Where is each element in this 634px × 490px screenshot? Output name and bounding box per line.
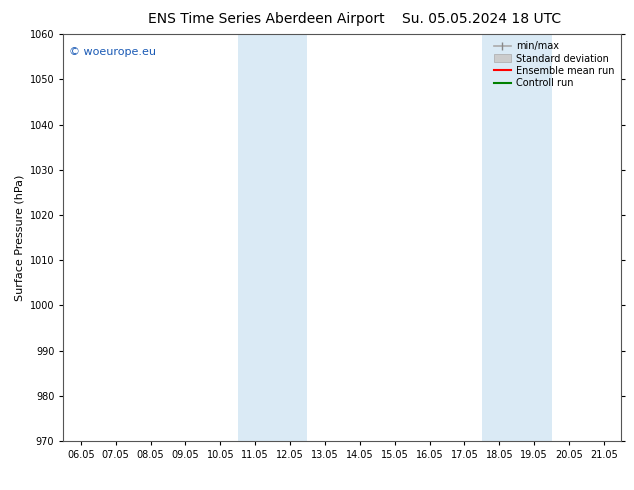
Text: Su. 05.05.2024 18 UTC: Su. 05.05.2024 18 UTC <box>403 12 561 26</box>
Bar <box>238 34 307 441</box>
Text: © woeurope.eu: © woeurope.eu <box>69 47 156 56</box>
Text: ENS Time Series Aberdeen Airport: ENS Time Series Aberdeen Airport <box>148 12 385 26</box>
Legend: min/max, Standard deviation, Ensemble mean run, Controll run: min/max, Standard deviation, Ensemble me… <box>492 39 616 90</box>
Bar <box>482 34 552 441</box>
Y-axis label: Surface Pressure (hPa): Surface Pressure (hPa) <box>14 174 24 301</box>
